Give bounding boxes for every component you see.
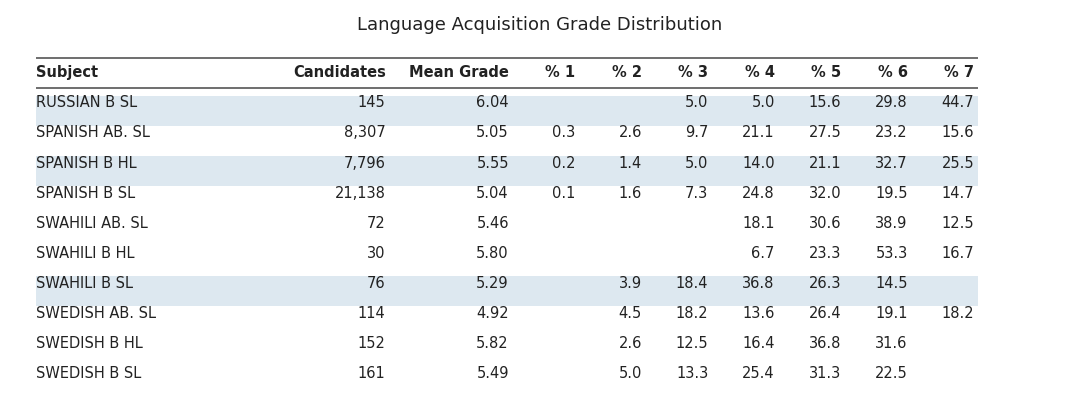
Text: 15.6: 15.6 bbox=[809, 95, 841, 110]
FancyBboxPatch shape bbox=[37, 276, 978, 306]
Text: 0.3: 0.3 bbox=[552, 125, 576, 140]
Text: % 5: % 5 bbox=[811, 65, 841, 80]
Text: 25.4: 25.4 bbox=[742, 366, 774, 381]
Text: Mean Grade: Mean Grade bbox=[409, 65, 509, 80]
Text: 30.6: 30.6 bbox=[809, 216, 841, 231]
Text: 1.4: 1.4 bbox=[619, 156, 642, 171]
Text: SWEDISH B SL: SWEDISH B SL bbox=[37, 366, 141, 381]
Text: % 6: % 6 bbox=[878, 65, 907, 80]
Text: SPANISH B HL: SPANISH B HL bbox=[37, 156, 137, 171]
Text: % 3: % 3 bbox=[678, 65, 708, 80]
Text: 0.1: 0.1 bbox=[552, 186, 576, 200]
Text: 6.04: 6.04 bbox=[476, 95, 509, 110]
Text: 72: 72 bbox=[367, 216, 386, 231]
Text: 5.29: 5.29 bbox=[476, 276, 509, 291]
Text: 23.2: 23.2 bbox=[875, 125, 907, 140]
Text: 4.5: 4.5 bbox=[619, 306, 642, 321]
Text: 19.1: 19.1 bbox=[875, 306, 907, 321]
Text: 26.4: 26.4 bbox=[809, 306, 841, 321]
Text: 16.7: 16.7 bbox=[942, 246, 974, 261]
Text: 76: 76 bbox=[367, 276, 386, 291]
Text: 32.0: 32.0 bbox=[809, 186, 841, 200]
Text: % 2: % 2 bbox=[611, 65, 642, 80]
Text: 5.0: 5.0 bbox=[752, 95, 774, 110]
Text: 3.9: 3.9 bbox=[619, 276, 642, 291]
Text: 14.7: 14.7 bbox=[942, 186, 974, 200]
Text: 36.8: 36.8 bbox=[809, 336, 841, 351]
Text: 5.55: 5.55 bbox=[476, 156, 509, 171]
Text: 29.8: 29.8 bbox=[875, 95, 907, 110]
Text: SPANISH B SL: SPANISH B SL bbox=[37, 186, 135, 200]
Text: 5.49: 5.49 bbox=[476, 366, 509, 381]
Text: 145: 145 bbox=[357, 95, 386, 110]
Text: 32.7: 32.7 bbox=[875, 156, 907, 171]
Text: 27.5: 27.5 bbox=[809, 125, 841, 140]
Text: 16.4: 16.4 bbox=[742, 336, 774, 351]
Text: % 4: % 4 bbox=[745, 65, 774, 80]
Text: 18.1: 18.1 bbox=[742, 216, 774, 231]
FancyBboxPatch shape bbox=[37, 95, 978, 126]
Text: 12.5: 12.5 bbox=[942, 216, 974, 231]
Text: 18.2: 18.2 bbox=[676, 306, 708, 321]
Text: 5.80: 5.80 bbox=[476, 246, 509, 261]
Text: 13.6: 13.6 bbox=[742, 306, 774, 321]
Text: 26.3: 26.3 bbox=[809, 276, 841, 291]
Text: 44.7: 44.7 bbox=[942, 95, 974, 110]
Text: 22.5: 22.5 bbox=[875, 366, 907, 381]
Text: 12.5: 12.5 bbox=[676, 336, 708, 351]
Text: 23.3: 23.3 bbox=[809, 246, 841, 261]
Text: 5.04: 5.04 bbox=[476, 186, 509, 200]
Text: 4.92: 4.92 bbox=[476, 306, 509, 321]
Text: 21,138: 21,138 bbox=[335, 186, 386, 200]
Text: 1.6: 1.6 bbox=[619, 186, 642, 200]
Text: 2.6: 2.6 bbox=[619, 336, 642, 351]
Text: 5.82: 5.82 bbox=[476, 336, 509, 351]
Text: % 1: % 1 bbox=[545, 65, 576, 80]
Text: 152: 152 bbox=[357, 336, 386, 351]
Text: 36.8: 36.8 bbox=[742, 276, 774, 291]
Text: 5.0: 5.0 bbox=[685, 95, 708, 110]
Text: 21.1: 21.1 bbox=[809, 156, 841, 171]
Text: 30: 30 bbox=[367, 246, 386, 261]
Text: 25.5: 25.5 bbox=[942, 156, 974, 171]
Text: 5.0: 5.0 bbox=[619, 366, 642, 381]
Text: 114: 114 bbox=[357, 306, 386, 321]
Text: 14.5: 14.5 bbox=[875, 276, 907, 291]
Text: 14.0: 14.0 bbox=[742, 156, 774, 171]
Text: 31.3: 31.3 bbox=[809, 366, 841, 381]
Text: 21.1: 21.1 bbox=[742, 125, 774, 140]
Text: 13.3: 13.3 bbox=[676, 366, 708, 381]
Text: SWAHILI B HL: SWAHILI B HL bbox=[37, 246, 135, 261]
Text: SPANISH AB. SL: SPANISH AB. SL bbox=[37, 125, 150, 140]
Text: Language Acquisition Grade Distribution: Language Acquisition Grade Distribution bbox=[357, 16, 723, 34]
Text: % 7: % 7 bbox=[944, 65, 974, 80]
Text: 5.46: 5.46 bbox=[476, 216, 509, 231]
Text: 2.6: 2.6 bbox=[619, 125, 642, 140]
FancyBboxPatch shape bbox=[37, 156, 978, 186]
Text: 53.3: 53.3 bbox=[875, 246, 907, 261]
Text: 38.9: 38.9 bbox=[875, 216, 907, 231]
Text: 7.3: 7.3 bbox=[685, 186, 708, 200]
Text: 18.2: 18.2 bbox=[942, 306, 974, 321]
Text: 5.05: 5.05 bbox=[476, 125, 509, 140]
Text: 18.4: 18.4 bbox=[676, 276, 708, 291]
Text: 31.6: 31.6 bbox=[875, 336, 907, 351]
Text: 8,307: 8,307 bbox=[343, 125, 386, 140]
Text: SWAHILI B SL: SWAHILI B SL bbox=[37, 276, 133, 291]
Text: 9.7: 9.7 bbox=[685, 125, 708, 140]
Text: Subject: Subject bbox=[37, 65, 98, 80]
Text: 19.5: 19.5 bbox=[875, 186, 907, 200]
Text: 5.0: 5.0 bbox=[685, 156, 708, 171]
Text: 161: 161 bbox=[357, 366, 386, 381]
Text: 24.8: 24.8 bbox=[742, 186, 774, 200]
Text: 7,796: 7,796 bbox=[343, 156, 386, 171]
Text: 6.7: 6.7 bbox=[752, 246, 774, 261]
Text: SWAHILI AB. SL: SWAHILI AB. SL bbox=[37, 216, 148, 231]
Text: 0.2: 0.2 bbox=[552, 156, 576, 171]
Text: 15.6: 15.6 bbox=[942, 125, 974, 140]
Text: SWEDISH AB. SL: SWEDISH AB. SL bbox=[37, 306, 157, 321]
Text: Candidates: Candidates bbox=[293, 65, 386, 80]
Text: SWEDISH B HL: SWEDISH B HL bbox=[37, 336, 143, 351]
Text: RUSSIAN B SL: RUSSIAN B SL bbox=[37, 95, 137, 110]
